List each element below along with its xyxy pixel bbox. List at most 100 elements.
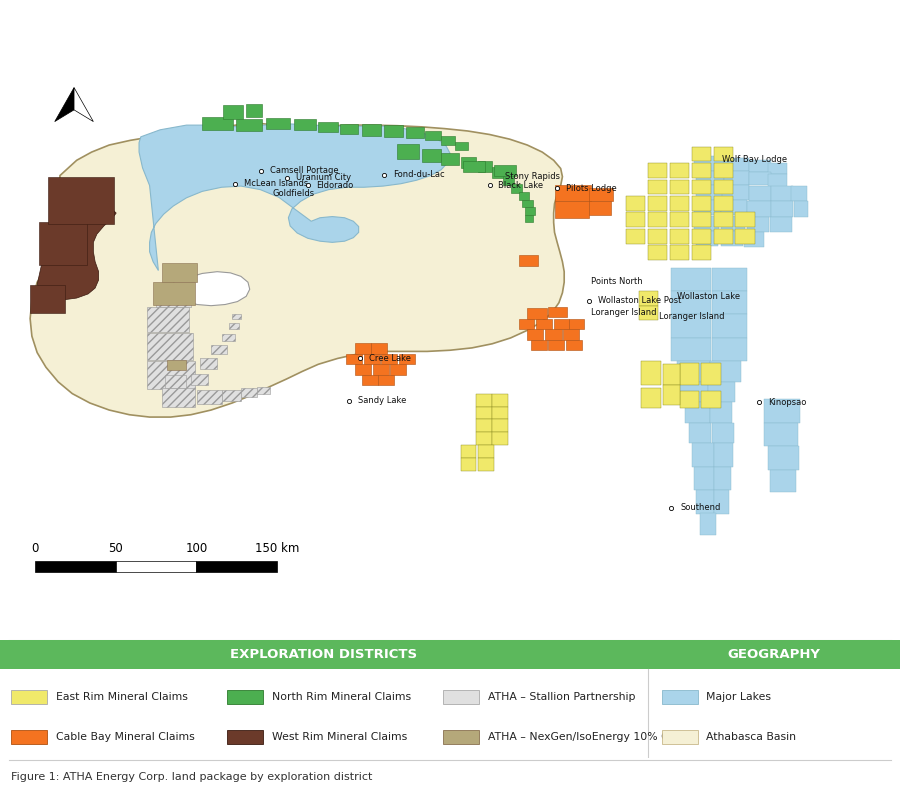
Bar: [162, 388, 195, 407]
Bar: [492, 419, 508, 433]
Bar: [671, 291, 711, 314]
Bar: [569, 318, 584, 329]
Bar: [455, 142, 468, 151]
Bar: [771, 201, 794, 217]
Text: Stony Rapids: Stony Rapids: [505, 173, 561, 181]
Bar: [39, 222, 87, 265]
Bar: [527, 329, 543, 340]
Bar: [346, 354, 362, 364]
Bar: [364, 354, 380, 364]
Text: Eldorado: Eldorado: [317, 181, 354, 190]
Bar: [648, 229, 667, 243]
Bar: [671, 338, 711, 362]
Bar: [768, 174, 788, 188]
Polygon shape: [30, 123, 564, 417]
Bar: [362, 124, 382, 136]
Bar: [544, 329, 562, 340]
Bar: [492, 394, 508, 407]
Bar: [494, 165, 516, 176]
Bar: [735, 213, 755, 227]
Bar: [671, 314, 711, 338]
Bar: [747, 217, 769, 232]
Bar: [670, 180, 688, 195]
Bar: [399, 354, 415, 364]
Bar: [686, 403, 710, 423]
Bar: [691, 196, 711, 210]
Bar: [642, 362, 661, 385]
Text: ATHA – Stallion Partnership: ATHA – Stallion Partnership: [488, 692, 635, 701]
Bar: [196, 561, 277, 572]
Bar: [406, 128, 424, 138]
Text: 50: 50: [109, 542, 123, 555]
Bar: [671, 268, 711, 291]
Text: North Rim Mineral Claims: North Rim Mineral Claims: [272, 692, 411, 701]
Bar: [721, 216, 745, 231]
Text: ATHA – NexGen/IsoEnergy 10% Carry: ATHA – NexGen/IsoEnergy 10% Carry: [488, 732, 690, 742]
Bar: [670, 213, 688, 227]
Bar: [397, 144, 419, 159]
Bar: [691, 444, 714, 467]
Bar: [714, 229, 733, 243]
Bar: [662, 730, 698, 744]
Bar: [714, 467, 731, 490]
Text: West Rim Mineral Claims: West Rim Mineral Claims: [272, 732, 407, 742]
Bar: [749, 186, 770, 201]
Bar: [710, 403, 732, 423]
Bar: [554, 318, 570, 329]
Bar: [147, 333, 193, 359]
Polygon shape: [173, 272, 249, 306]
Text: Figure 1: ATHA Energy Corp. land package by exploration district: Figure 1: ATHA Energy Corp. land package…: [11, 771, 373, 782]
Text: Southend: Southend: [680, 504, 721, 512]
Bar: [116, 561, 196, 572]
Bar: [712, 338, 747, 362]
Bar: [670, 229, 688, 243]
Bar: [714, 147, 733, 162]
Text: Major Lakes: Major Lakes: [706, 692, 771, 701]
Bar: [167, 359, 186, 370]
Text: Cable Bay Mineral Claims: Cable Bay Mineral Claims: [56, 732, 194, 742]
Bar: [443, 690, 479, 704]
Bar: [712, 291, 747, 314]
Bar: [362, 375, 378, 385]
Bar: [461, 158, 476, 168]
Bar: [153, 282, 195, 304]
Bar: [236, 119, 262, 131]
Bar: [426, 131, 441, 140]
Bar: [694, 200, 721, 215]
Bar: [724, 158, 749, 171]
Bar: [525, 206, 535, 215]
Bar: [691, 147, 711, 162]
Bar: [701, 391, 721, 408]
Bar: [443, 730, 479, 744]
Bar: [639, 291, 658, 306]
Bar: [691, 180, 711, 195]
Bar: [626, 196, 645, 210]
Bar: [525, 215, 534, 222]
Bar: [696, 171, 725, 185]
Bar: [503, 176, 514, 185]
Bar: [518, 255, 538, 266]
Bar: [735, 229, 755, 243]
Bar: [241, 388, 256, 397]
Text: East Rim Mineral Claims: East Rim Mineral Claims: [56, 692, 188, 701]
Bar: [795, 201, 807, 217]
Bar: [340, 124, 358, 135]
Bar: [30, 284, 66, 313]
Bar: [35, 561, 116, 572]
Bar: [319, 121, 338, 132]
Bar: [712, 423, 733, 444]
Text: Sandy Lake: Sandy Lake: [358, 396, 406, 405]
Bar: [648, 245, 667, 260]
Bar: [461, 445, 476, 458]
Bar: [589, 188, 614, 201]
Bar: [749, 160, 770, 172]
Bar: [688, 423, 711, 444]
Text: Black Lake: Black Lake: [499, 181, 544, 190]
Bar: [378, 375, 394, 385]
Bar: [441, 136, 455, 145]
Bar: [555, 185, 590, 201]
Text: ATHA ENERGY CORP. EXPLORATION DISTRICTS: ATHA ENERGY CORP. EXPLORATION DISTRICTS: [11, 18, 533, 37]
Text: Fond-du-Lac: Fond-du-Lac: [393, 170, 445, 180]
Text: Uranium City: Uranium City: [296, 173, 351, 182]
Bar: [770, 217, 792, 232]
